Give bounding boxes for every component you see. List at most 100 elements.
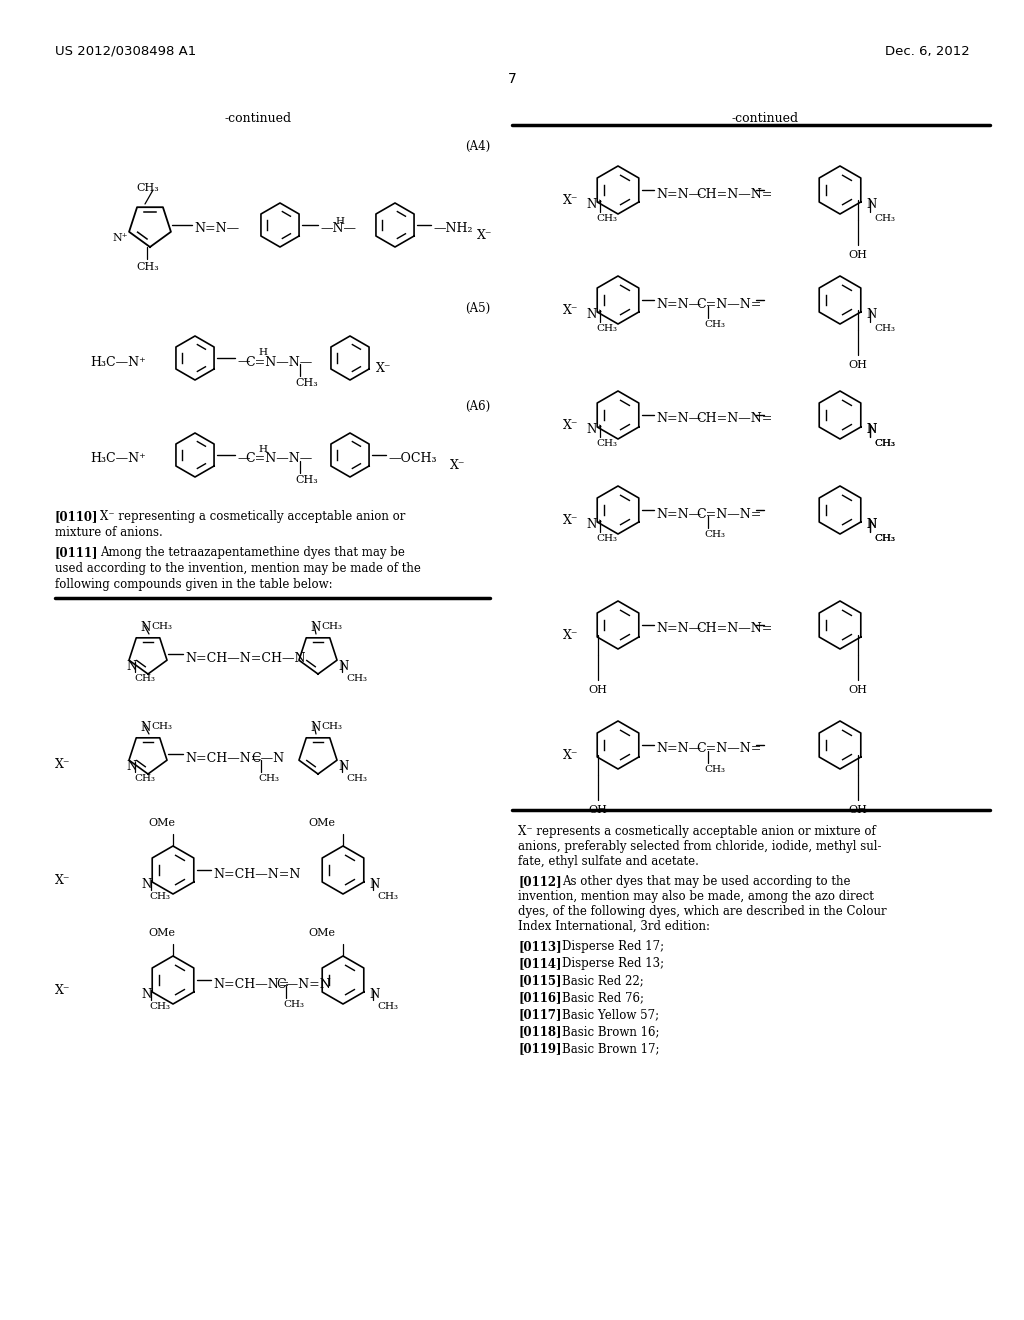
Text: N=CH—N=: N=CH—N= [185,751,261,764]
Text: N: N [866,422,877,436]
Text: N=CH—N=N: N=CH—N=N [213,867,300,880]
Text: [0112]: [0112] [518,875,561,888]
Text: CH₃: CH₃ [136,261,159,272]
Text: N: N [310,721,321,734]
Text: N=CH—N=CH—N: N=CH—N=CH—N [185,652,305,664]
Text: CH₃: CH₃ [874,440,895,447]
Text: [0116]: [0116] [518,991,561,1005]
Text: X⁻: X⁻ [55,874,71,887]
Text: [0113]: [0113] [518,940,561,953]
Text: OMe: OMe [148,928,175,939]
Text: N: N [866,308,877,321]
Text: CH₃: CH₃ [705,319,725,329]
Text: N: N [866,517,877,531]
Text: C=N—N—: C=N—N— [245,453,312,466]
Text: used according to the invention, mention may be made of the: used according to the invention, mention… [55,562,421,576]
Text: X⁻: X⁻ [563,418,579,432]
Text: Disperse Red 17;: Disperse Red 17; [562,940,665,953]
Text: CH₃: CH₃ [295,378,317,388]
Text: Basic Yellow 57;: Basic Yellow 57; [562,1008,659,1020]
Text: N: N [141,987,152,1001]
Text: X⁻: X⁻ [477,228,493,242]
Text: N=N—: N=N— [656,187,701,201]
Text: N=N—: N=N— [194,223,240,235]
Text: Basic Brown 16;: Basic Brown 16; [562,1026,659,1038]
Text: C=N—N=: C=N—N= [696,297,762,310]
Text: CH₃: CH₃ [295,475,317,484]
Text: C—N: C—N [251,751,284,764]
Text: X⁻: X⁻ [563,630,579,642]
Text: CH₃: CH₃ [705,531,725,539]
Text: mixture of anions.: mixture of anions. [55,525,163,539]
Text: C=N—N=: C=N—N= [696,507,762,520]
Text: CH₃: CH₃ [346,675,367,682]
Text: -continued: -continued [731,112,799,125]
Text: invention, mention may also be made, among the azo direct: invention, mention may also be made, amo… [518,890,873,903]
Text: N: N [140,620,151,634]
Text: CH₃: CH₃ [134,774,155,783]
Text: H₃C—N⁺: H₃C—N⁺ [90,453,145,466]
Text: OH: OH [848,805,867,814]
Text: CH₃: CH₃ [705,766,725,774]
Text: X⁻ represents a cosmetically acceptable anion or mixture of: X⁻ represents a cosmetically acceptable … [518,825,876,838]
Text: CH₃: CH₃ [874,535,895,543]
Text: X⁻: X⁻ [376,362,391,375]
Text: N: N [140,721,151,734]
Text: (A4): (A4) [465,140,490,153]
Text: N=N—: N=N— [656,507,701,520]
Text: X⁻: X⁻ [55,983,71,997]
Text: X⁻: X⁻ [563,513,579,527]
Text: dyes, of the following dyes, which are described in the Colour: dyes, of the following dyes, which are d… [518,906,887,917]
Text: —: — [237,453,250,466]
Text: CH₃: CH₃ [874,440,895,447]
Text: N⁺: N⁺ [586,198,602,211]
Text: N: N [126,760,136,774]
Text: -continued: -continued [224,112,292,125]
Text: CH=N—N=: CH=N—N= [696,187,772,201]
Text: Among the tetraazapentamethine dyes that may be: Among the tetraazapentamethine dyes that… [100,546,404,558]
Text: CH₃: CH₃ [874,535,895,543]
Text: OMe: OMe [148,818,175,828]
Text: OH: OH [848,685,867,696]
Text: N: N [866,198,877,211]
Text: N: N [369,987,379,1001]
Text: Basic Red 76;: Basic Red 76; [562,991,644,1005]
Text: US 2012/0308498 A1: US 2012/0308498 A1 [55,45,197,58]
Text: Basic Brown 17;: Basic Brown 17; [562,1041,659,1055]
Text: OH: OH [588,685,607,696]
Text: N⁺: N⁺ [586,422,602,436]
Text: [0118]: [0118] [518,1026,561,1038]
Text: CH₃: CH₃ [321,722,342,731]
Text: CH₃: CH₃ [377,1002,398,1011]
Text: CH₃: CH₃ [321,622,342,631]
Text: N=N—: N=N— [656,623,701,635]
Text: Index International, 3rd edition:: Index International, 3rd edition: [518,920,710,933]
Text: N: N [866,517,877,531]
Text: [0115]: [0115] [518,974,561,987]
Text: [0111]: [0111] [55,546,98,558]
Text: X⁻: X⁻ [563,304,579,317]
Text: —: — [237,355,250,368]
Text: N=N—: N=N— [656,742,701,755]
Text: OH: OH [588,805,607,814]
Text: H: H [335,216,344,226]
Text: CH₃: CH₃ [134,675,155,682]
Text: CH₃: CH₃ [136,183,159,193]
Text: N: N [126,660,136,673]
Text: N⁺: N⁺ [112,234,128,243]
Text: (A6): (A6) [465,400,490,413]
Text: —N—: —N— [319,223,356,235]
Text: Dec. 6, 2012: Dec. 6, 2012 [886,45,970,58]
Text: N: N [141,878,152,891]
Text: OH: OH [848,360,867,370]
Text: CH₃: CH₃ [150,892,170,902]
Text: N: N [310,620,321,634]
Text: following compounds given in the table below:: following compounds given in the table b… [55,578,333,591]
Text: CH₃: CH₃ [596,440,617,447]
Text: [0114]: [0114] [518,957,561,970]
Text: OMe: OMe [308,818,335,828]
Text: (A5): (A5) [465,302,490,315]
Text: fate, ethyl sulfate and acetate.: fate, ethyl sulfate and acetate. [518,855,698,869]
Text: CH₃: CH₃ [596,214,617,223]
Text: OH: OH [848,249,867,260]
